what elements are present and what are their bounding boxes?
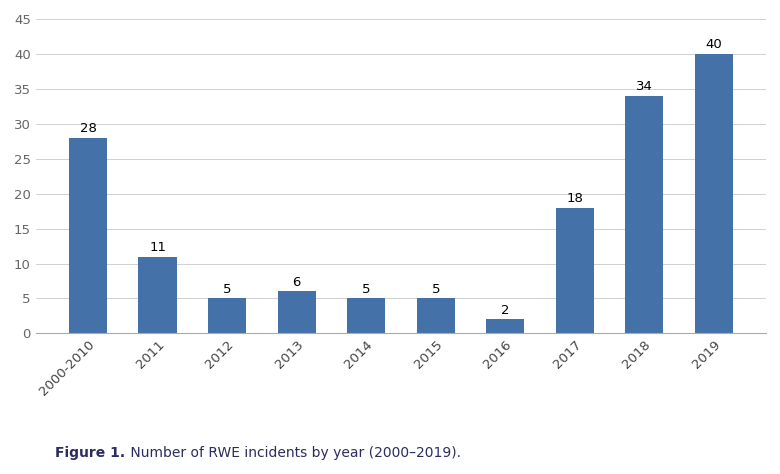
Text: 18: 18	[566, 192, 583, 205]
Text: 28: 28	[80, 122, 97, 135]
Text: 2: 2	[501, 304, 509, 317]
Text: Figure 1.: Figure 1.	[55, 446, 125, 460]
Bar	[69, 138, 107, 333]
Text: 40: 40	[705, 38, 722, 51]
Bar	[139, 256, 177, 333]
Bar	[486, 319, 524, 333]
Text: 5: 5	[223, 283, 232, 296]
Text: 5: 5	[431, 283, 440, 296]
Text: Number of RWE incidents by year (2000–2019).: Number of RWE incidents by year (2000–20…	[126, 446, 461, 460]
Bar	[278, 292, 316, 333]
Text: 11: 11	[149, 241, 166, 254]
Bar	[347, 299, 385, 333]
Text: 6: 6	[292, 276, 301, 289]
Text: 34: 34	[636, 80, 653, 93]
Bar	[417, 299, 455, 333]
Text: 5: 5	[362, 283, 370, 296]
Bar	[695, 54, 733, 333]
Bar	[208, 299, 246, 333]
Bar	[555, 208, 594, 333]
Bar	[625, 96, 663, 333]
